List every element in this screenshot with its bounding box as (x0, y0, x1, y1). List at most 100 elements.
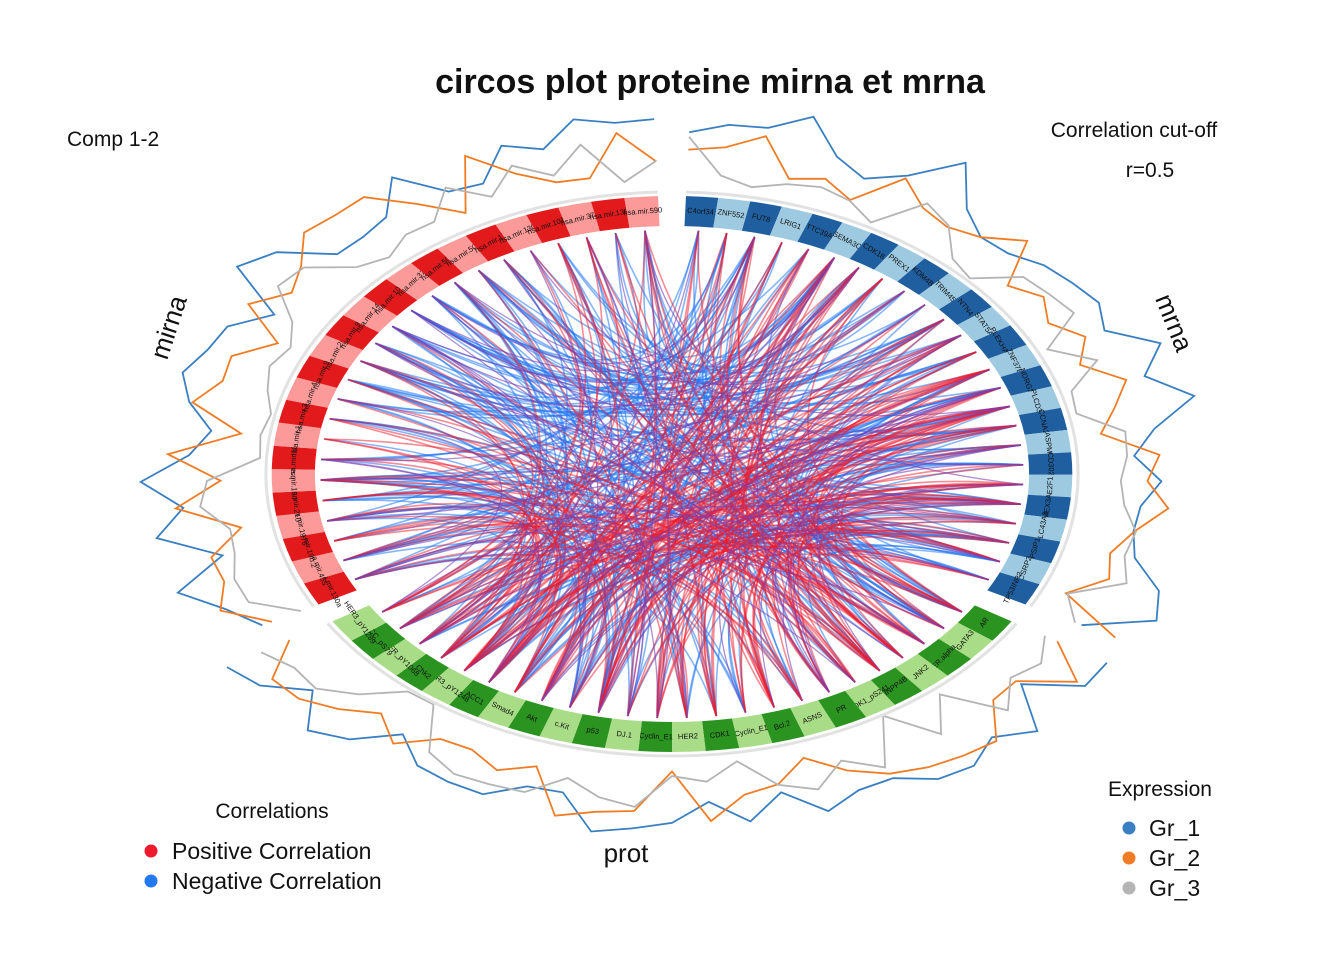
correlation-link (737, 236, 925, 645)
mirna-segment (271, 445, 317, 470)
correlation-link (644, 230, 1024, 486)
correlation-link (327, 502, 558, 693)
mirna-segment (325, 315, 379, 350)
mirna-segment (276, 511, 325, 539)
mirna-segment (343, 296, 398, 333)
prot-segment (702, 718, 740, 752)
block-label-mirna: mirna (144, 291, 193, 363)
chart-title: circos plot proteine mirna et mrna (435, 63, 986, 101)
mrna-feature-label: CD302 (1046, 452, 1056, 476)
correlation-link (597, 230, 700, 713)
mrna-segment (684, 196, 719, 228)
prot-feature-label: c.Kit (554, 719, 571, 732)
correlation-link (375, 342, 580, 702)
prot-feature-label: CDK1 (709, 729, 730, 740)
mirna-segment (272, 490, 319, 516)
mrna-segment (849, 232, 899, 270)
correlation-link (333, 521, 607, 708)
mirna-segment (386, 263, 440, 301)
correlation-link (627, 230, 658, 717)
mrna-segment (988, 344, 1041, 377)
correlation-links (320, 230, 1024, 718)
mrna-segment (957, 306, 1011, 342)
correlation-link (392, 325, 587, 708)
prot-segment (571, 714, 613, 749)
mrna-segment (999, 553, 1052, 585)
correlation-link (410, 309, 1024, 466)
expression-line-gr_3 (199, 143, 657, 612)
prot-segment (638, 721, 672, 752)
positive-correlation-label: Positive Correlation (172, 838, 371, 864)
correlation-link (327, 368, 990, 522)
mirna-segment (303, 571, 357, 605)
mirna-segment (296, 355, 349, 388)
correlation-link (756, 257, 835, 693)
mrna-segment (1027, 474, 1073, 498)
mrna-segment (1000, 365, 1052, 396)
prot-feature-label: HER2 (678, 731, 698, 741)
correlation-link (440, 266, 860, 659)
correlation-link (463, 250, 584, 672)
prot-segment (845, 680, 895, 718)
prot-segment (477, 690, 526, 728)
correlation-link (836, 444, 1021, 630)
correlation-link (321, 458, 617, 713)
correlation-link (354, 545, 775, 708)
mrna-guide-ring (686, 190, 1080, 608)
correlation-link (597, 257, 835, 713)
expression-line-gr_3 (688, 136, 1137, 624)
mirna-segment (271, 469, 316, 493)
correlation-link (410, 236, 756, 372)
correlation-link (327, 504, 989, 581)
correlation-link (320, 405, 1010, 481)
prot-feature-label: DJ.1 (616, 729, 632, 740)
prot-segment (351, 622, 406, 659)
correlation-link (614, 232, 718, 717)
correlation-link (320, 424, 1017, 486)
correlation-link (381, 232, 728, 613)
mrna-segment (1028, 452, 1073, 475)
mirna-segment (282, 531, 334, 562)
mrna-segment (1024, 494, 1071, 520)
mrna-segment (797, 213, 843, 250)
correlation-link (597, 236, 756, 713)
prot-segment (539, 708, 583, 744)
correlation-link (375, 342, 688, 718)
prot-segment (672, 721, 706, 752)
prot-segment (870, 667, 923, 705)
correlation-link (399, 529, 1001, 629)
mirna-segment (411, 248, 463, 286)
positive-correlation-swatch (144, 844, 158, 858)
correlation-link (391, 304, 926, 407)
mirna-segment (437, 235, 489, 273)
expression-line-gr_3 (260, 635, 1046, 808)
expression-line-gr_2 (271, 639, 1079, 823)
correlation-link (354, 548, 945, 629)
mirna-feature-label: hsa.mir.150 (289, 461, 299, 500)
correlation-link (419, 230, 700, 645)
correlation-link (644, 230, 835, 372)
mirna-segment (286, 377, 338, 408)
mirna-feature-label: hsa.mir.210 (289, 483, 302, 523)
prot-segment (508, 700, 554, 737)
mirna-feature-label: hsa.mir.181c (288, 437, 300, 480)
prot-segment (917, 638, 972, 676)
correlation-link (477, 269, 688, 718)
correlation-link (597, 241, 783, 713)
mrna-feature-label: MEX3A (1041, 493, 1053, 519)
correlation-link (399, 545, 989, 630)
prot-segment (818, 690, 867, 728)
correlation-link (321, 351, 977, 461)
mirna-segment (526, 207, 571, 243)
correlation-link (321, 334, 962, 462)
prot-segment (895, 653, 948, 692)
mrna-feature-label: C4orf34 (687, 206, 714, 217)
correlation-link (710, 278, 884, 717)
gr2-swatch (1122, 851, 1136, 865)
mirna-segment (363, 279, 418, 316)
expression-legend-title: Expression (1108, 778, 1212, 801)
correlation-link (322, 490, 535, 659)
correlation-link (375, 342, 1021, 462)
correlation-link (343, 524, 608, 713)
